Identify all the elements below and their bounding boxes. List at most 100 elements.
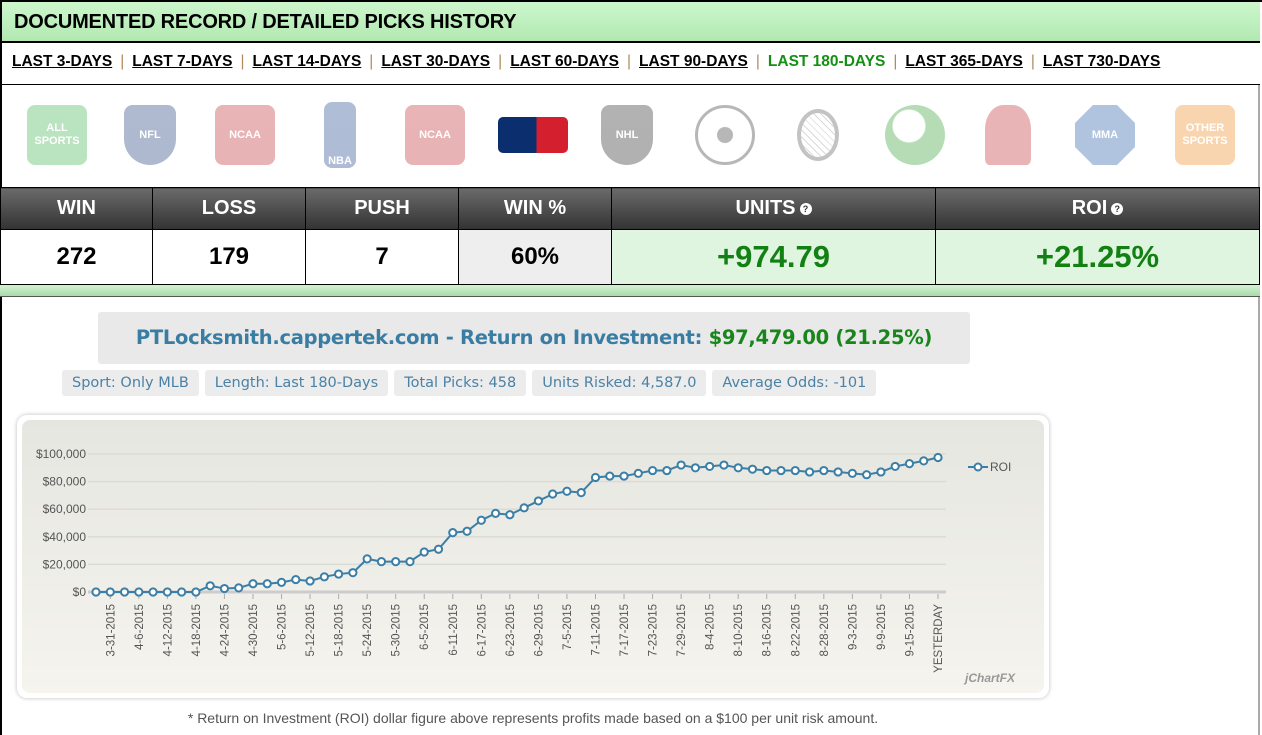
mma-logo-icon: MMA [1075,105,1135,165]
roi-data-point [605,471,615,481]
nav-last-730-days[interactable]: LAST 730-DAYS [1042,53,1161,70]
roi-title: PTLocksmith.cappertek.com - Return on In… [98,312,970,364]
tag-total-picks: Total Picks: 458 [394,370,527,396]
roi-data-point [576,488,586,498]
header-loss: LOSS [152,187,306,230]
roi-data-point [790,465,800,476]
roi-data-point [833,467,843,477]
roi-data-point [819,465,829,476]
roi-data-point [904,459,915,469]
roi-data-point [91,587,101,597]
roi-data-point [733,463,743,473]
x-tick-label: 7-11-2015 [590,604,602,656]
divider-strip [0,285,1260,297]
roi-title-value: $97,479.00 (21.25%) [708,326,933,349]
x-tick-label: 7-5-2015 [562,604,574,650]
roi-data-point [490,508,501,518]
x-tick-label: 4-18-2015 [191,604,203,656]
all-sports-logo-icon: ALL SPORTS [27,105,87,165]
loss-value: 179 [152,229,306,285]
roi-data-point [676,460,686,470]
roi-data-point [862,470,872,480]
roi-data-point [762,465,772,476]
sport-boxing[interactable] [973,100,1043,170]
x-tick-label: YESTERDAY [933,604,945,673]
soccer-logo-icon [695,105,755,165]
roi-data-point [919,456,929,466]
roi-data-point [519,503,529,513]
roi-data-point [234,583,244,593]
sport-nba[interactable]: NBA [305,100,375,170]
roi-data-point [747,464,758,474]
y-tick-label: $60,000 [43,502,87,516]
sport-mlb[interactable] [498,100,568,170]
x-tick-label: 9-9-2015 [876,604,888,650]
roi-data-point [191,587,201,597]
roi-data-point [776,465,786,476]
page-header: DOCUMENTED RECORD / DETAILED PICKS HISTO… [2,2,1260,43]
x-tick-label: 7-17-2015 [619,604,631,656]
roi-data-point [376,557,387,567]
stats-table: WIN LOSS PUSH WIN % UNITS? ROI? 272 179 … [0,187,1260,285]
roi-data-point [476,515,486,525]
nav-last-3-days[interactable]: LAST 3-DAYS [12,53,113,70]
scrollbar-edge [1258,85,1260,735]
x-tick-label: 6-23-2015 [505,604,517,656]
nav-last-60-days[interactable]: LAST 60-DAYS [510,53,620,70]
roi-data-point [690,463,700,473]
x-tick-label: 9-3-2015 [847,604,859,650]
nav-last-180-days[interactable]: LAST 180-DAYS [767,53,886,70]
roi-data-point [433,544,444,554]
sport-filter-row: ALL SPORTS NFL NCAA NBA NCAA NHL MMA OTHER SPOR… [2,86,1260,186]
help-icon[interactable]: ? [799,202,812,215]
roi-data-point [148,587,158,597]
roi-data-point [205,581,215,591]
nav-last-14-days[interactable]: LAST 14-DAYS [252,53,362,70]
nhl-logo-icon: NHL [601,105,653,165]
x-tick-label: 6-29-2015 [533,604,545,656]
nav-last-30-days[interactable]: LAST 30-DAYS [381,53,491,70]
roi-data-point [405,557,415,567]
y-tick-label: $80,000 [43,475,87,489]
chart-background [22,420,1044,693]
sport-tennis[interactable] [783,100,853,170]
sport-ncaa-basketball[interactable]: NCAA [400,100,470,170]
roi-chart: $0 $20,000 $40,000 $60,000 $80,000 $100,000 3-… [17,415,1049,698]
roi-data-point [876,467,886,477]
sport-nfl[interactable]: NFL [115,100,185,170]
sport-golf[interactable] [880,100,950,170]
roi-title-prefix: PTLocksmith.cappertek.com - Return on In… [135,326,703,349]
nav-last-365-days[interactable]: LAST 365-DAYS [905,53,1023,70]
roi-data-point [662,465,672,476]
nav-separator: | [1030,53,1035,70]
tag-units-risked: Units Risked: 4,587.0 [532,370,707,396]
roi-data-point [448,528,458,538]
tag-average-odds: Average Odds: -101 [712,370,877,396]
units-label: UNITS [735,197,796,219]
sport-other-sports[interactable]: OTHER SPORTS [1170,100,1240,170]
roi-data-point [219,583,230,594]
jchartfx-watermark: jChartFX [963,671,1016,685]
roi-data-point [391,557,401,567]
header-roi: ROI? [935,187,1260,230]
roi-data-point [847,468,857,478]
roi-data-point [362,554,372,564]
x-tick-label: 5-6-2015 [277,604,289,650]
sport-soccer[interactable] [690,100,760,170]
roi-data-point [533,496,544,506]
nav-last-90-days[interactable]: LAST 90-DAYS [639,53,748,70]
roi-data-point [890,461,900,472]
help-icon[interactable]: ? [1111,202,1124,215]
roi-data-point [619,471,629,481]
roi-data-point [590,472,601,483]
sport-mma[interactable]: MMA [1070,100,1140,170]
roi-label: ROI [1071,197,1108,219]
x-tick-label: 4-6-2015 [134,604,146,650]
sport-ncaa-football[interactable]: NCAA [210,100,280,170]
sport-nhl[interactable]: NHL [592,100,662,170]
x-tick-label: 8-16-2015 [762,604,774,656]
roi-value: +21.25% [935,229,1260,285]
roi-data-point [719,460,729,470]
nav-last-7-days[interactable]: LAST 7-DAYS [132,53,233,70]
sport-all-sports[interactable]: ALL SPORTS [22,100,92,170]
